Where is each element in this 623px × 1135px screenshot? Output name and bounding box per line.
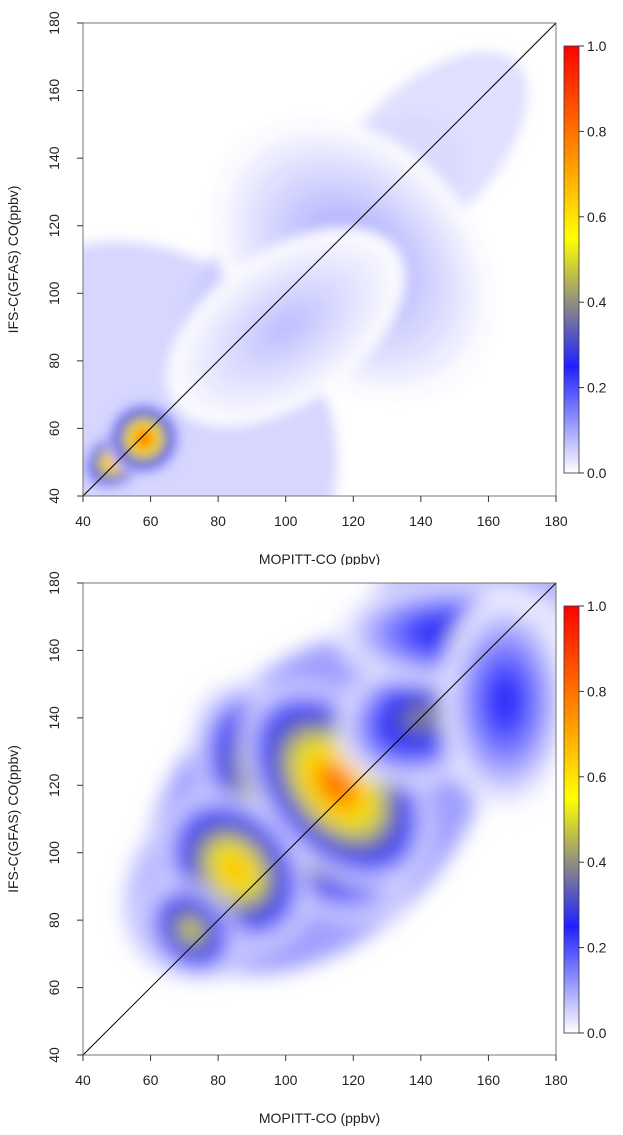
colorbar: 0.0 0.2 0.4 0.6 0.8 1.0 xyxy=(563,598,607,1041)
x-tick-label: 40 xyxy=(75,513,91,529)
density-contour xyxy=(225,859,245,880)
colorbar-tick-label: 0.2 xyxy=(587,940,607,956)
one-to-one-line xyxy=(82,582,557,1056)
colorbar-tick-label: 0.0 xyxy=(587,465,607,481)
x-tick-label: 100 xyxy=(274,513,298,529)
y-tick-label: 160 xyxy=(46,79,62,103)
y-tick-label: 60 xyxy=(46,980,62,996)
density-chart-1: 40 60 80 100 120 140 160 180 MOPITT-CO (ppbv) 40 6… xyxy=(5,11,607,567)
x-tick-label: 80 xyxy=(210,1072,226,1088)
plot-border xyxy=(82,22,557,497)
density-contour xyxy=(324,772,349,799)
y-tick-label: 60 xyxy=(46,420,62,436)
colorbar-tick-label: 0.4 xyxy=(587,294,607,310)
x-tick-label: 160 xyxy=(477,1072,501,1088)
x-tick-label: 180 xyxy=(544,513,568,529)
plot-border xyxy=(82,582,557,1056)
y-tick-label: 100 xyxy=(46,281,62,305)
x-tick-label: 180 xyxy=(544,1072,568,1088)
chart-panel-1: 40 60 80 100 120 140 160 180 MOPITT-CO (ppbv) 40 6… xyxy=(0,0,623,567)
y-tick-label: 80 xyxy=(46,912,62,928)
y-tick-label: 120 xyxy=(46,773,62,797)
y-tick-label: 40 xyxy=(46,488,62,504)
x-tick-label: 140 xyxy=(409,1072,433,1088)
x-tick-label: 40 xyxy=(75,1072,91,1088)
x-axis: 40 60 80 100 120 140 160 180 xyxy=(75,1055,568,1088)
colorbar-tick-label: 0.2 xyxy=(587,380,607,396)
colorbar-tick-label: 0.4 xyxy=(587,854,607,870)
colorbar-ramp xyxy=(563,605,580,1034)
y-tick-label: 160 xyxy=(46,639,62,663)
x-tick-label: 120 xyxy=(342,1072,366,1088)
colorbar-tick-label: 1.0 xyxy=(587,38,607,54)
density-contour xyxy=(185,924,198,937)
density-field xyxy=(124,583,556,981)
y-tick-label: 180 xyxy=(46,11,62,35)
x-tick-label: 140 xyxy=(409,513,433,529)
colorbar-tick-label: 0.0 xyxy=(587,1025,607,1041)
x-tick-label: 60 xyxy=(143,513,159,529)
colorbar: 0.0 0.2 0.4 0.6 0.8 1.0 xyxy=(563,38,607,481)
one-to-one-line xyxy=(82,22,557,497)
y-tick-label: 100 xyxy=(46,841,62,865)
colorbar-tick-label: 0.8 xyxy=(587,683,607,699)
y-tick-label: 40 xyxy=(46,1047,62,1063)
x-axis-label: MOPITT-CO (ppbv) xyxy=(259,551,380,565)
density-contour xyxy=(497,687,514,715)
colorbar-tick-label: 0.6 xyxy=(587,769,607,785)
y-axis: 40 60 80 100 120 140 160 180 xyxy=(46,571,83,1063)
x-tick-label: 120 xyxy=(342,513,366,529)
y-tick-label: 120 xyxy=(46,214,62,238)
y-axis: 40 60 80 100 120 140 160 180 xyxy=(46,11,83,504)
density-contour xyxy=(139,433,149,444)
density-contour xyxy=(270,314,301,340)
colorbar-tick-label: 1.0 xyxy=(587,598,607,614)
x-axis-label: MOPITT-CO (ppbv) xyxy=(259,1110,380,1126)
y-axis-label: IFS-C(GFAS) CO(ppbv) xyxy=(5,186,21,334)
x-tick-label: 60 xyxy=(143,1072,159,1088)
y-axis-label: IFS-C(GFAS) CO(ppbv) xyxy=(5,745,21,893)
y-tick-label: 140 xyxy=(46,706,62,730)
colorbar-tick-label: 0.8 xyxy=(587,123,607,139)
colorbar-ramp xyxy=(563,45,580,474)
y-tick-label: 180 xyxy=(46,571,62,595)
colorbar-tick-label: 0.6 xyxy=(587,209,607,225)
y-tick-label: 140 xyxy=(46,146,62,170)
chart-panel-2: 40 60 80 100 120 140 160 180 MOPITT-CO (ppbv) 40 6… xyxy=(0,565,623,1130)
x-tick-label: 160 xyxy=(477,513,501,529)
x-tick-label: 100 xyxy=(274,1072,298,1088)
x-tick-label: 80 xyxy=(210,513,226,529)
density-chart-2: 40 60 80 100 120 140 160 180 MOPITT-CO (ppbv) 40 6… xyxy=(5,571,607,1126)
x-axis: 40 60 80 100 120 140 160 180 xyxy=(75,496,568,529)
y-tick-label: 80 xyxy=(46,353,62,369)
